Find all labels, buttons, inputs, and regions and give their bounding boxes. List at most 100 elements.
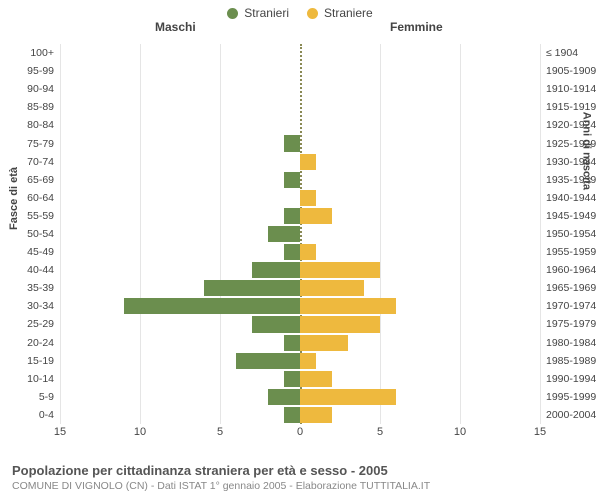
bar-male	[284, 244, 300, 260]
birth-year-label: 1980-1984	[546, 338, 596, 349]
pyramid-row	[60, 279, 540, 297]
bar-female	[300, 389, 396, 405]
birth-year-label: ≤ 1904	[546, 48, 578, 59]
bar-male	[284, 371, 300, 387]
age-label: 85-89	[27, 102, 54, 113]
bar-male	[268, 226, 300, 242]
axis-title-left: Fasce di età	[8, 167, 20, 230]
bar-female	[300, 244, 316, 260]
age-label: 0-4	[39, 410, 54, 421]
chart-title: Popolazione per cittadinanza straniera p…	[12, 463, 430, 478]
age-label: 10-14	[27, 374, 54, 385]
birth-year-label: 1970-1974	[546, 301, 596, 312]
pyramid-row	[60, 98, 540, 116]
pyramid-row	[60, 153, 540, 171]
bar-female	[300, 262, 380, 278]
bar-female	[300, 407, 332, 423]
pyramid-row	[60, 189, 540, 207]
pyramid-row	[60, 315, 540, 333]
bar-male	[236, 353, 300, 369]
bar-female	[300, 208, 332, 224]
age-label: 30-34	[27, 301, 54, 312]
x-tick: 5	[377, 426, 383, 438]
birth-year-label: 1950-1954	[546, 229, 596, 240]
bar-male	[252, 316, 300, 332]
legend-label-male: Stranieri	[244, 6, 289, 20]
legend: Stranieri Straniere	[0, 0, 600, 20]
age-label: 50-54	[27, 229, 54, 240]
panel-title-female: Femmine	[390, 20, 443, 34]
birth-year-label: 1930-1934	[546, 157, 596, 168]
pyramid-row	[60, 225, 540, 243]
birth-year-label: 1905-1909	[546, 66, 596, 77]
bar-female	[300, 154, 316, 170]
birth-year-label: 1940-1944	[546, 193, 596, 204]
age-label: 5-9	[39, 392, 54, 403]
birth-year-label: 1960-1964	[546, 265, 596, 276]
bar-female	[300, 190, 316, 206]
pyramid-row	[60, 134, 540, 152]
age-label: 60-64	[27, 193, 54, 204]
birth-year-label: 1990-1994	[546, 374, 596, 385]
legend-swatch-male	[227, 8, 238, 19]
age-label: 90-94	[27, 84, 54, 95]
pyramid-row	[60, 388, 540, 406]
birth-year-label: 1920-1924	[546, 120, 596, 131]
grid-line	[540, 44, 541, 424]
age-label: 40-44	[27, 265, 54, 276]
age-label: 80-84	[27, 120, 54, 131]
birth-year-label: 2000-2004	[546, 410, 596, 421]
x-tick: 15	[54, 426, 66, 438]
pyramid-row	[60, 334, 540, 352]
bar-female	[300, 371, 332, 387]
pyramid-row	[60, 80, 540, 98]
panel-title-male: Maschi	[155, 20, 196, 34]
bar-female	[300, 353, 316, 369]
birth-year-label: 1975-1979	[546, 319, 596, 330]
pyramid-row	[60, 116, 540, 134]
x-tick: 0	[297, 426, 303, 438]
pyramid-row	[60, 261, 540, 279]
legend-swatch-female	[307, 8, 318, 19]
age-label: 25-29	[27, 319, 54, 330]
pyramid-row	[60, 243, 540, 261]
age-label: 45-49	[27, 247, 54, 258]
bar-female	[300, 298, 396, 314]
bar-male	[204, 280, 300, 296]
pyramid-row	[60, 207, 540, 225]
bar-male	[252, 262, 300, 278]
pyramid-row	[60, 297, 540, 315]
age-label: 95-99	[27, 66, 54, 77]
bar-male	[284, 135, 300, 151]
plot-area: 15105051015100+≤ 190495-991905-190990-94…	[60, 44, 540, 424]
age-label: 55-59	[27, 211, 54, 222]
bar-male	[268, 389, 300, 405]
age-label: 35-39	[27, 283, 54, 294]
birth-year-label: 1945-1949	[546, 211, 596, 222]
age-label: 100+	[30, 48, 54, 59]
legend-label-female: Straniere	[324, 6, 373, 20]
bar-male	[124, 298, 300, 314]
age-label: 70-74	[27, 157, 54, 168]
birth-year-label: 1955-1959	[546, 247, 596, 258]
x-tick: 15	[534, 426, 546, 438]
chart-footer: Popolazione per cittadinanza straniera p…	[12, 463, 430, 492]
pyramid-row	[60, 352, 540, 370]
birth-year-label: 1985-1989	[546, 356, 596, 367]
pyramid-row	[60, 370, 540, 388]
pyramid-row	[60, 62, 540, 80]
pyramid-row	[60, 44, 540, 62]
age-label: 65-69	[27, 175, 54, 186]
birth-year-label: 1910-1914	[546, 84, 596, 95]
birth-year-label: 1935-1939	[546, 175, 596, 186]
panel-titles: Maschi Femmine	[0, 20, 600, 38]
bar-male	[284, 208, 300, 224]
bar-male	[284, 172, 300, 188]
pyramid-chart: Stranieri Straniere Maschi Femmine Fasce…	[0, 0, 600, 500]
bar-male	[284, 335, 300, 351]
pyramid-row	[60, 406, 540, 424]
bar-female	[300, 316, 380, 332]
pyramid-row	[60, 171, 540, 189]
birth-year-label: 1995-1999	[546, 392, 596, 403]
birth-year-label: 1965-1969	[546, 283, 596, 294]
